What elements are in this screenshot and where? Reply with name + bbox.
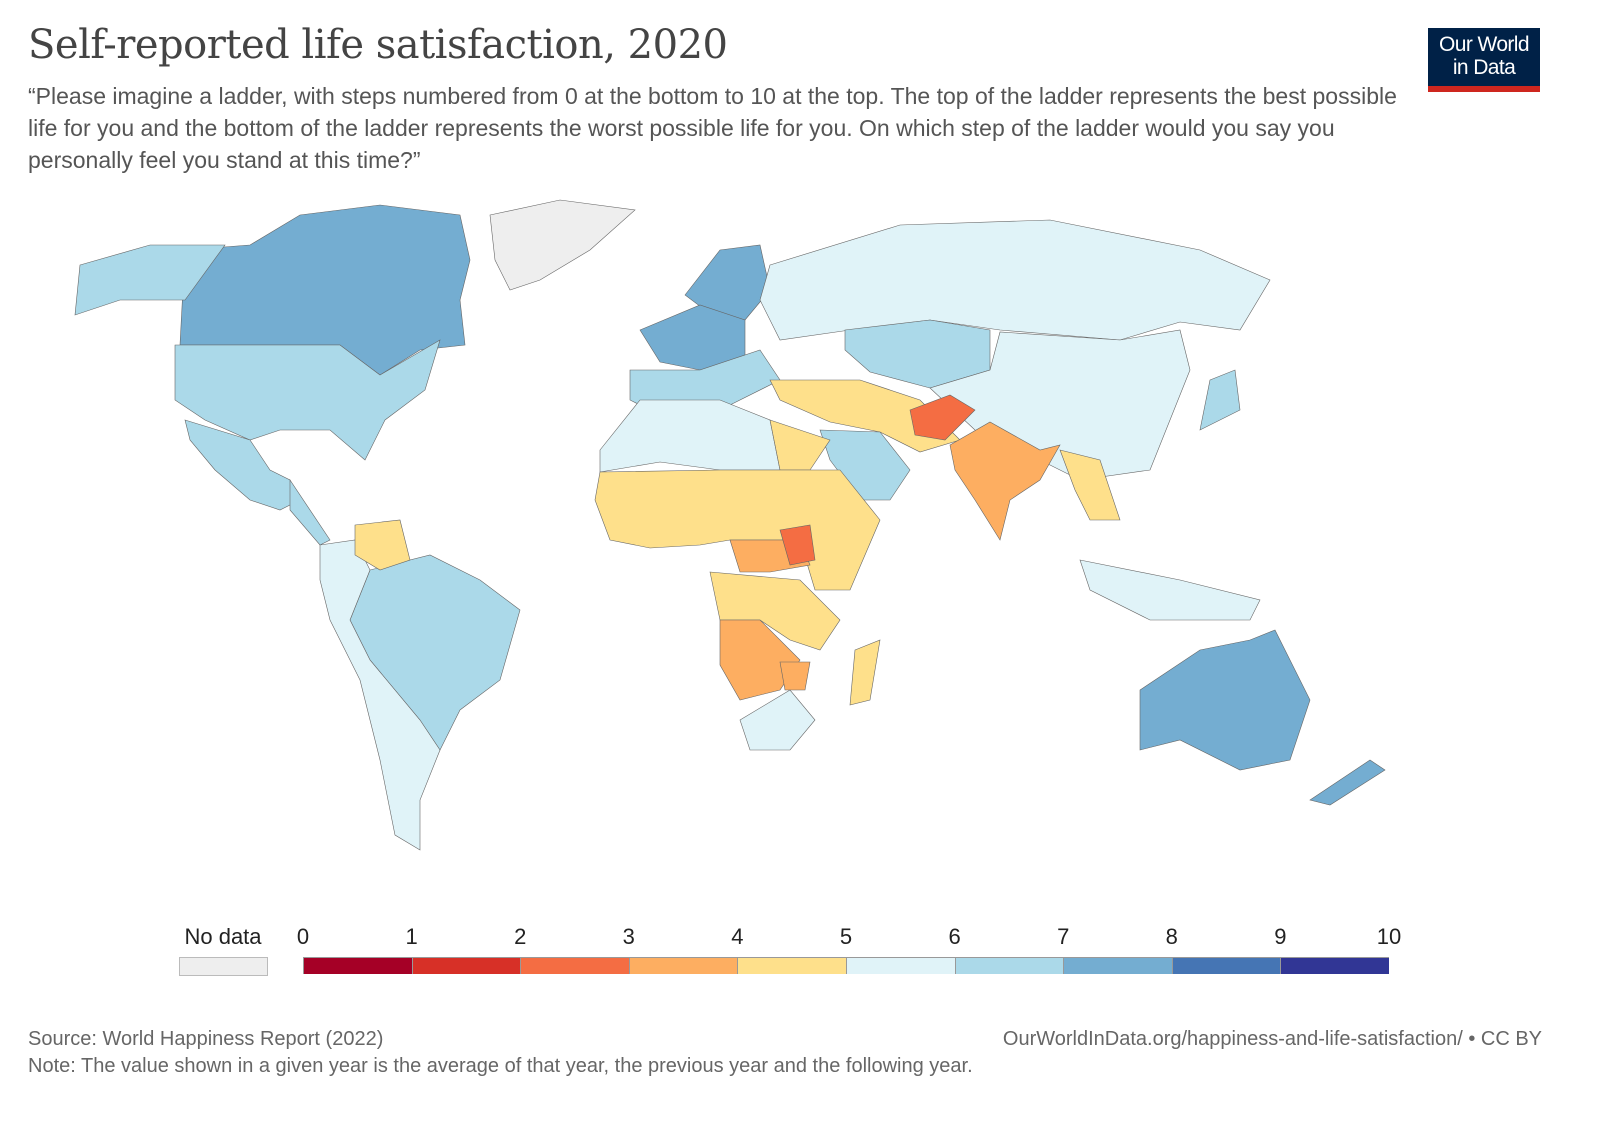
region-zimbabwe[interactable]: [779, 661, 811, 691]
legend-tick-1: 1: [405, 924, 418, 949]
legend-bin-9-10[interactable]: [1280, 957, 1389, 974]
legend-bin-8-9[interactable]: [1171, 957, 1281, 974]
legend-tick-7: 7: [1057, 924, 1070, 949]
region-central-america[interactable]: [289, 479, 331, 546]
legend-tick-4: 4: [731, 924, 744, 949]
note-text: Note: The value shown in a given year is…: [28, 1055, 973, 1077]
legend-tick-2: 2: [514, 924, 527, 949]
logo-line2: in Data: [1452, 56, 1516, 79]
source-text: Source: World Happiness Report (2022): [28, 1028, 384, 1050]
legend-tick-0: 0: [296, 924, 310, 949]
region-india[interactable]: [949, 421, 1061, 541]
region-west-africa-sahel[interactable]: [594, 469, 881, 591]
legend-tick-10: 10: [1376, 924, 1402, 949]
chart-title: Self-reported life satisfaction, 2020: [28, 22, 728, 68]
legend-tick-6: 6: [948, 924, 961, 949]
url-link[interactable]: OurWorldInData.org/happiness-and-life-sa…: [1002, 1028, 1542, 1050]
region-middle-east-iran[interactable]: [769, 379, 961, 453]
world-map: [74, 199, 1386, 851]
legend-tick-3: 3: [622, 924, 635, 949]
region-australia[interactable]: [1139, 629, 1311, 771]
legend-bin-1-2[interactable]: [411, 957, 521, 974]
owid-logo[interactable]: Our World in Data: [1428, 28, 1540, 92]
region-new-zealand[interactable]: [1309, 759, 1386, 806]
region-afghanistan[interactable]: [909, 394, 976, 441]
legend-no-data-swatch: [179, 957, 268, 976]
chart-subtitle: “Please imagine a ladder, with steps num…: [28, 83, 1397, 173]
region-madagascar[interactable]: [849, 639, 881, 706]
region-saudi-arabia[interactable]: [819, 429, 911, 501]
region-russia[interactable]: [759, 219, 1271, 341]
legend-bin-5-6[interactable]: [846, 957, 955, 974]
region-north-africa[interactable]: [599, 399, 781, 473]
logo-line1: Our World: [1439, 33, 1530, 56]
region-united-states[interactable]: [174, 339, 441, 461]
legend-bin-0-1[interactable]: [303, 957, 412, 974]
region-south-africa[interactable]: [739, 689, 816, 751]
legend-bin-2-3[interactable]: [520, 957, 629, 974]
region-alaska-united-states-[interactable]: [74, 244, 226, 316]
legend-no-data-label: No data: [184, 924, 262, 949]
legend-tick-9: 9: [1274, 924, 1287, 949]
region-angola-zambia-botswana[interactable]: [719, 619, 801, 701]
region-venezuela[interactable]: [354, 519, 411, 571]
legend-tick-5: 5: [839, 924, 853, 949]
region-southern-eastern-europe[interactable]: [629, 349, 781, 411]
legend-bin-6-7[interactable]: [954, 957, 1064, 974]
legend-bin-7-8[interactable]: [1063, 957, 1172, 974]
region-southeast-asia-mainland[interactable]: [1059, 449, 1121, 521]
legend-bin-3-4[interactable]: [628, 957, 738, 974]
region-south-sudan[interactable]: [779, 524, 816, 566]
region-andean-southern-cone[interactable]: [319, 539, 441, 851]
region-japan[interactable]: [1199, 369, 1241, 431]
region-indonesia-philippines[interactable]: [1079, 559, 1261, 621]
region-egypt[interactable]: [769, 419, 831, 471]
region-greenland[interactable]: [489, 199, 636, 291]
legend-bin-4-5[interactable]: [737, 957, 846, 974]
legend-tick-8: 8: [1165, 924, 1178, 949]
